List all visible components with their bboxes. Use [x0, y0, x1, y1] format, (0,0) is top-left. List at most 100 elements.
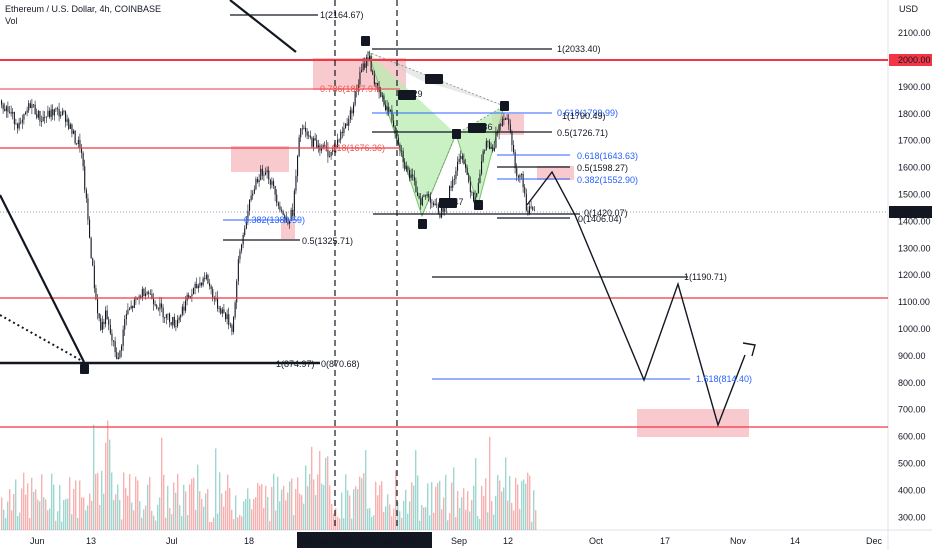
candle-body	[204, 278, 206, 280]
candle-body	[106, 310, 108, 320]
candle-body	[346, 123, 348, 126]
zone-rect	[281, 222, 295, 239]
volume-bar	[29, 518, 31, 530]
candle-body	[313, 138, 315, 147]
fib-label: 0.5(1726.71)	[557, 128, 608, 138]
volume-bar	[421, 504, 423, 530]
candle-body	[292, 209, 294, 216]
volume-bar	[457, 491, 459, 530]
candle-body	[529, 206, 531, 214]
candle-body	[373, 74, 375, 85]
volume-bar	[41, 474, 43, 530]
volume-bar	[261, 484, 263, 530]
candle-body	[343, 128, 345, 133]
candle-body	[207, 274, 209, 284]
candle-body	[409, 170, 411, 179]
candle-body	[172, 316, 174, 325]
x-tick-label: Nov	[730, 536, 747, 546]
volume-label: Vol	[5, 16, 18, 26]
candle-body	[258, 180, 260, 183]
plot-area[interactable]	[0, 0, 888, 530]
candle-body	[250, 195, 252, 200]
candle-body	[265, 172, 267, 175]
pattern-xab	[368, 52, 456, 216]
candle-body	[159, 303, 161, 310]
volume-bar	[371, 517, 373, 530]
volume-bar	[281, 489, 283, 530]
candle-body	[516, 168, 518, 176]
candle-body	[484, 149, 486, 152]
volume-bar	[451, 482, 453, 530]
pattern-point-label: D	[502, 101, 509, 111]
volume-bar	[333, 513, 335, 530]
candle-body	[300, 128, 302, 138]
candle-body	[146, 292, 148, 294]
candle-body	[253, 189, 255, 194]
volume-bar	[109, 439, 111, 530]
candle-body	[9, 111, 11, 113]
volume-bar	[67, 498, 69, 530]
candle-body	[237, 259, 239, 282]
candle-body	[295, 175, 297, 191]
candle-body	[199, 282, 201, 286]
candle-body	[490, 146, 492, 149]
volume-bar	[119, 499, 121, 530]
candle-body	[426, 194, 428, 196]
candle-body	[503, 118, 505, 120]
volume-bar	[249, 498, 251, 530]
candle-body	[340, 131, 342, 140]
candle-body	[28, 103, 30, 111]
y-tick-label: 1200.00	[898, 270, 931, 280]
volume-bar	[315, 495, 317, 530]
candle-body	[511, 131, 513, 145]
volume-bar	[169, 508, 171, 530]
candle-body	[290, 209, 292, 222]
volume-bar	[3, 509, 5, 530]
y-tick-label: 400.00	[898, 485, 926, 495]
volume-bar	[507, 500, 509, 530]
candle-body	[177, 319, 179, 327]
candle-body	[76, 143, 78, 145]
candle-body	[223, 309, 225, 313]
candle-body	[132, 305, 134, 309]
y-highlight-label: 2000.00	[898, 55, 931, 65]
volume-bar	[91, 500, 93, 530]
candle-body	[311, 137, 313, 147]
volume-bar	[391, 516, 393, 530]
candle-body	[381, 95, 383, 97]
volume-bar	[229, 487, 231, 530]
volume-bar	[77, 517, 79, 530]
volume-bar	[423, 507, 425, 530]
candle-body	[61, 111, 63, 115]
candle-body	[221, 309, 223, 314]
candle-body	[125, 314, 127, 320]
volume-bar	[55, 520, 57, 530]
candle-body	[239, 250, 241, 260]
volume-bar	[179, 505, 181, 530]
candle-body	[90, 237, 92, 259]
candle-body	[289, 221, 291, 224]
candle-body	[15, 123, 17, 125]
ratio-label: 0.429	[400, 89, 423, 99]
volume-bar	[103, 493, 105, 530]
candle-body	[335, 145, 337, 148]
candle-body	[397, 137, 399, 145]
candle-body	[476, 192, 478, 197]
volume-bar	[473, 485, 475, 530]
volume-bar	[393, 508, 395, 530]
candle-body	[226, 314, 228, 320]
volume-bar	[355, 486, 357, 530]
price-axis[interactable]	[888, 0, 932, 550]
volume-bar	[373, 515, 375, 530]
volume-bar	[239, 514, 241, 530]
candle-body	[13, 111, 15, 124]
volume-bar	[511, 502, 513, 530]
candle-body	[268, 170, 270, 180]
volume-bar	[35, 489, 37, 530]
candle-body	[505, 118, 507, 120]
candle-body	[417, 192, 419, 197]
candle-body	[121, 345, 123, 351]
volume-bar	[467, 491, 469, 530]
candle-body	[338, 139, 340, 141]
